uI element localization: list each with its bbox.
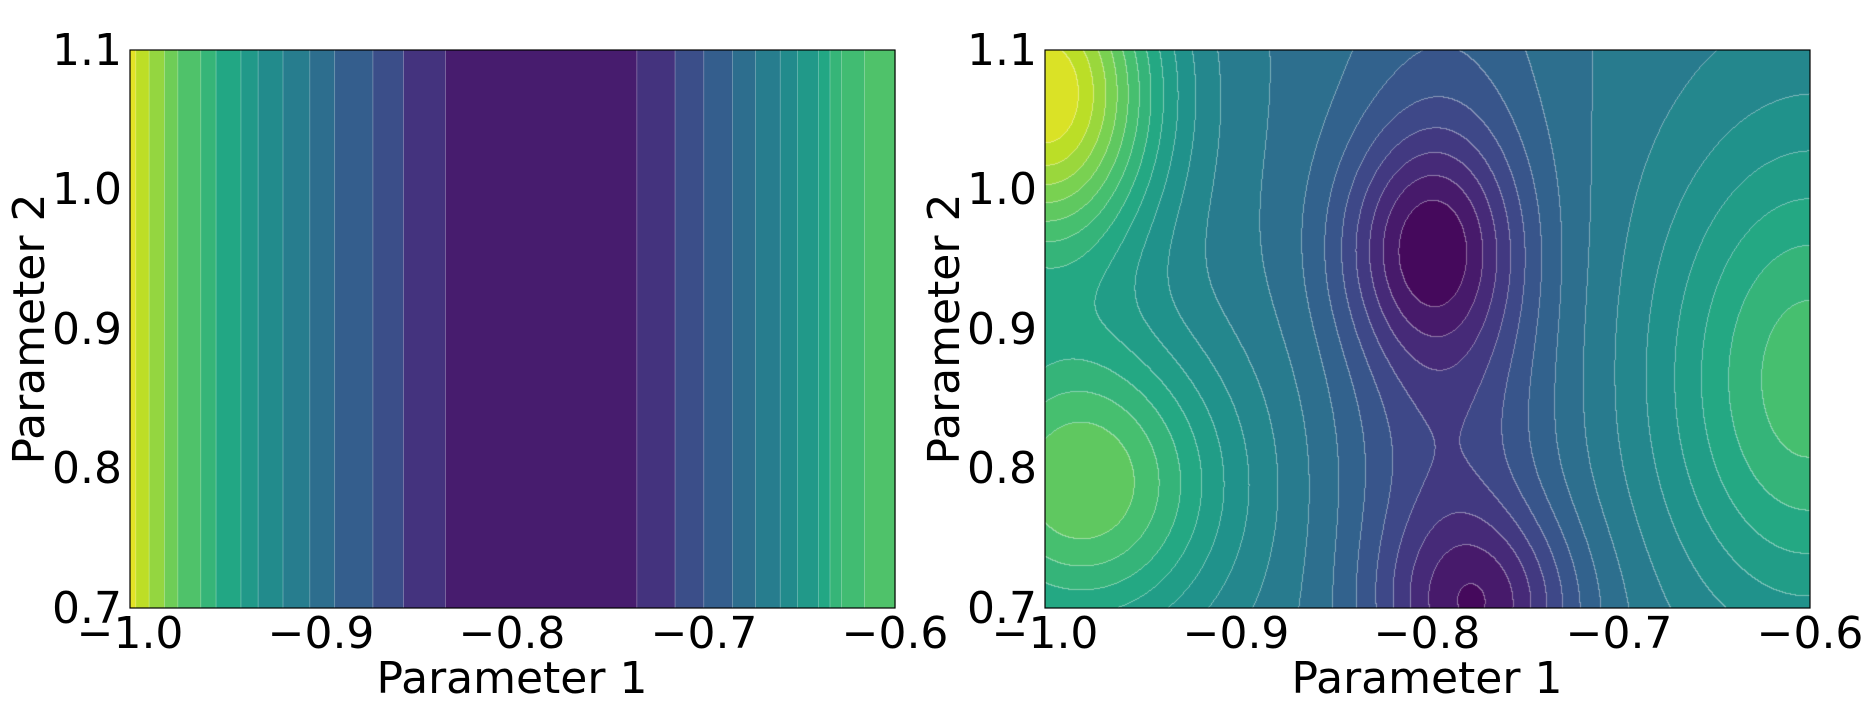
panel-1-contour-band <box>130 50 137 608</box>
panel-1-x-ticks: −1.0 −0.9 −0.8 −0.7 −0.6 <box>77 608 949 659</box>
panel-1-contour-band <box>135 50 150 608</box>
panel-1-xtick-label: −0.6 <box>842 608 949 659</box>
panel-1-contour-band <box>818 50 831 608</box>
panel-2-ytick-label: 1.0 <box>967 164 1037 215</box>
panel-1-contour-band <box>732 50 756 608</box>
panel-1-contour-band <box>675 50 705 608</box>
panel-1-contour-band <box>372 50 405 608</box>
panel-2-plot-area <box>1044 49 1811 609</box>
panel-2-axes-frame <box>1044 49 1811 609</box>
panel-1-contour-band <box>240 50 259 608</box>
panel-1-contour-band <box>309 50 336 608</box>
panel-1-xtick-label: −0.9 <box>268 608 375 659</box>
panel-1-contour-band <box>216 50 242 608</box>
panel-1-contour-band <box>797 50 820 608</box>
panel-1-ytick-label: 1.0 <box>52 164 122 215</box>
panel-2-ytick-label: 0.8 <box>967 443 1037 494</box>
panel-1-contour-band <box>258 50 284 608</box>
panel-1-contour-band <box>864 50 896 608</box>
panel-1-xtick-label: −0.8 <box>459 608 566 659</box>
panel-1-ytick-label: 0.9 <box>52 304 122 355</box>
panel-1-contour-band <box>780 50 799 608</box>
panel-1: −1.0 −0.9 −0.8 −0.7 −0.6 0.7 0.8 0.9 1.0… <box>4 25 948 704</box>
panel-2-x-axis-label: Parameter 1 <box>1292 653 1563 704</box>
panel-2-x-ticks: −1.0 −0.9 −0.8 −0.7 −0.6 <box>992 608 1864 659</box>
panel-1-xtick-label: −1.0 <box>77 608 184 659</box>
panel-1-plot-area <box>129 49 896 609</box>
panel-1-contour-band <box>334 50 374 608</box>
panel-1-contour-band <box>755 50 781 608</box>
panel-2-xtick-label: −0.9 <box>1183 608 1290 659</box>
panel-2-ytick-label: 0.7 <box>967 583 1037 634</box>
panel-1-contour-band <box>149 50 166 608</box>
panel-2-ytick-label: 0.9 <box>967 304 1037 355</box>
panel-1-contour-band <box>841 50 865 608</box>
panel-1-ytick-label: 1.1 <box>52 25 122 76</box>
panel-2-xtick-label: −0.8 <box>1374 608 1481 659</box>
panel-2-xtick-label: −0.7 <box>1566 608 1673 659</box>
panel-1-contour-band <box>445 50 638 608</box>
panel-1-contour-band <box>829 50 843 608</box>
panel-1-y-axis-label: Parameter 2 <box>4 194 55 465</box>
panel-1-contour-band <box>403 50 447 608</box>
panel-2-xtick-label: −0.6 <box>1757 608 1864 659</box>
panel-1-ytick-label: 0.7 <box>52 583 122 634</box>
panel-2-ytick-label: 1.1 <box>967 25 1037 76</box>
panel-2-y-axis-label: Parameter 2 <box>919 194 970 465</box>
panel-1-xtick-label: −0.7 <box>651 608 758 659</box>
panel-1-axes-frame <box>129 49 896 609</box>
panel-1-x-axis-label: Parameter 1 <box>377 653 648 704</box>
panel-1-contour-band <box>703 50 734 608</box>
panel-1-contour-band <box>164 50 179 608</box>
panel-1-contour-band <box>283 50 311 608</box>
panel-1-ytick-label: 0.8 <box>52 443 122 494</box>
panel-1-contour-bands <box>130 50 896 608</box>
panel-1-contour-band <box>177 50 202 608</box>
panel-1-y-ticks: 0.7 0.8 0.9 1.0 1.1 <box>52 25 122 634</box>
panel-2: −1.0 −0.9 −0.8 −0.7 −0.6 0.7 0.8 0.9 1.0… <box>919 25 1863 704</box>
panel-1-contour-band <box>200 50 217 608</box>
panel-2-contour-field <box>1045 50 1810 608</box>
panel-2-y-ticks: 0.7 0.8 0.9 1.0 1.1 <box>967 25 1037 634</box>
panel-1-contour-band <box>636 50 676 608</box>
panel-2-xtick-label: −1.0 <box>992 608 1099 659</box>
